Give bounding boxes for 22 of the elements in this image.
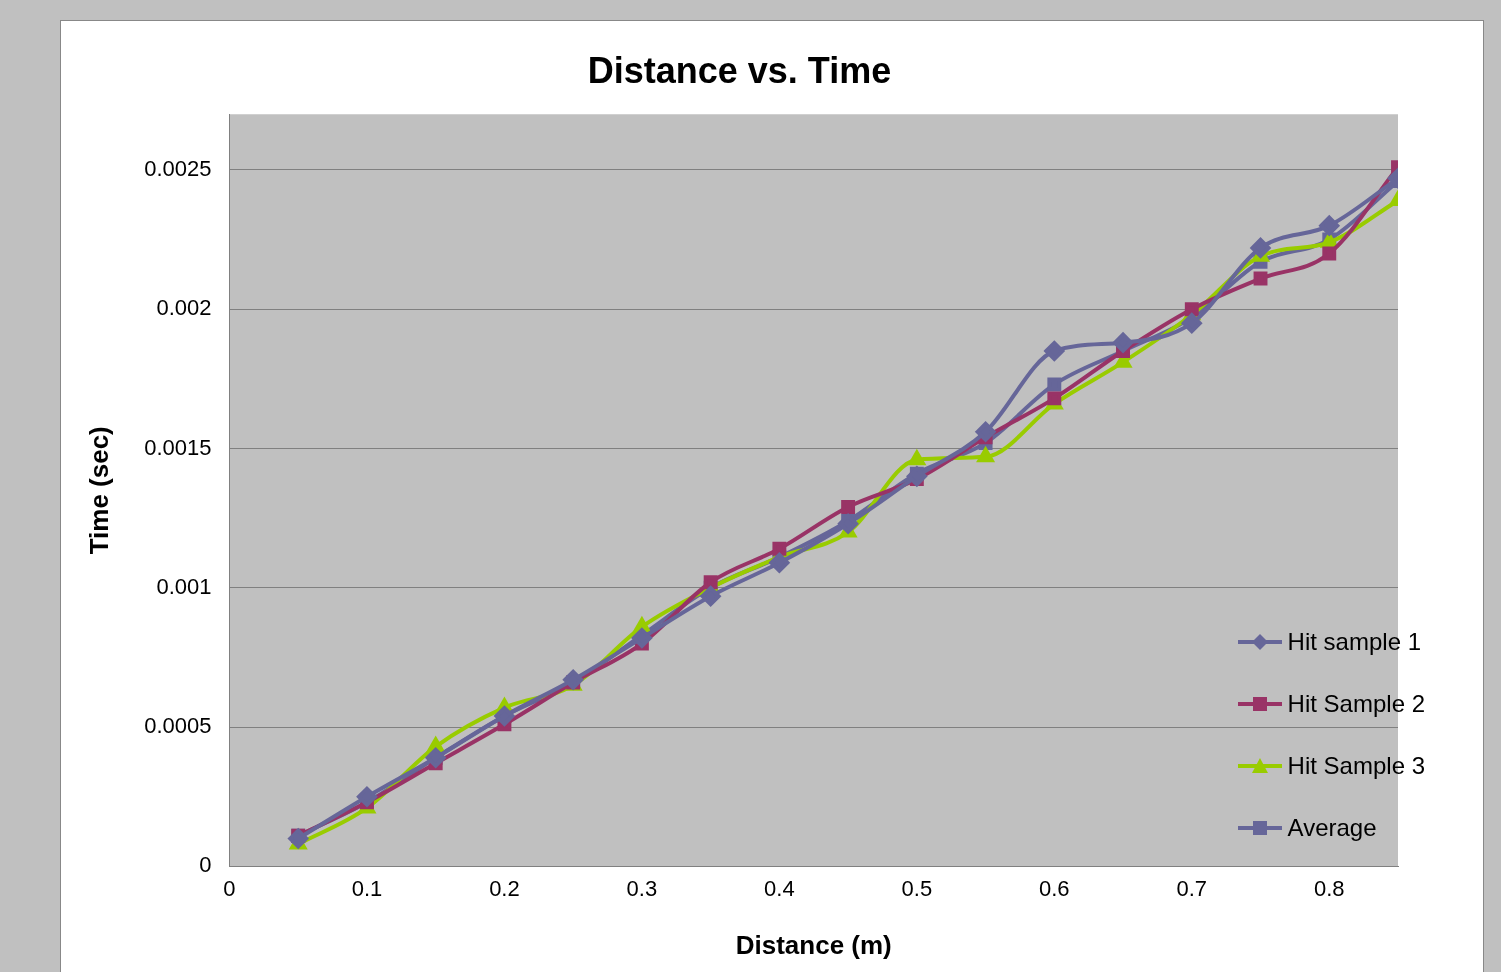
legend-label: Hit sample 1: [1287, 628, 1421, 656]
y-axis-title: Time (sec): [83, 426, 114, 555]
x-tick-label: 0: [223, 875, 236, 901]
x-tick-label: 0.3: [626, 875, 658, 901]
x-tick-label: 0.4: [764, 875, 795, 901]
y-tick-label: 0.0025: [144, 155, 212, 181]
x-tick-label: 0.5: [901, 875, 933, 901]
x-tick-label: 0.8: [1313, 875, 1345, 901]
y-tick-label: 0.001: [156, 573, 212, 599]
x-axis-title: Distance (m): [735, 929, 892, 960]
x-tick-label: 0.2: [489, 875, 520, 901]
chart-title: Distance vs. Time: [587, 49, 892, 91]
legend-label: Hit Sample 2: [1287, 690, 1425, 718]
y-tick-label: 0.002: [156, 295, 212, 321]
x-tick-label: 0.1: [351, 875, 383, 901]
y-tick-label: 0: [199, 852, 212, 878]
y-tick-label: 0.0005: [144, 713, 212, 739]
legend-label: Average: [1287, 814, 1377, 842]
legend-label: Hit Sample 3: [1287, 752, 1425, 780]
x-tick-label: 0.7: [1176, 875, 1208, 901]
y-tick-label: 0.0015: [144, 434, 212, 460]
x-tick-label: 0.6: [1039, 875, 1070, 901]
